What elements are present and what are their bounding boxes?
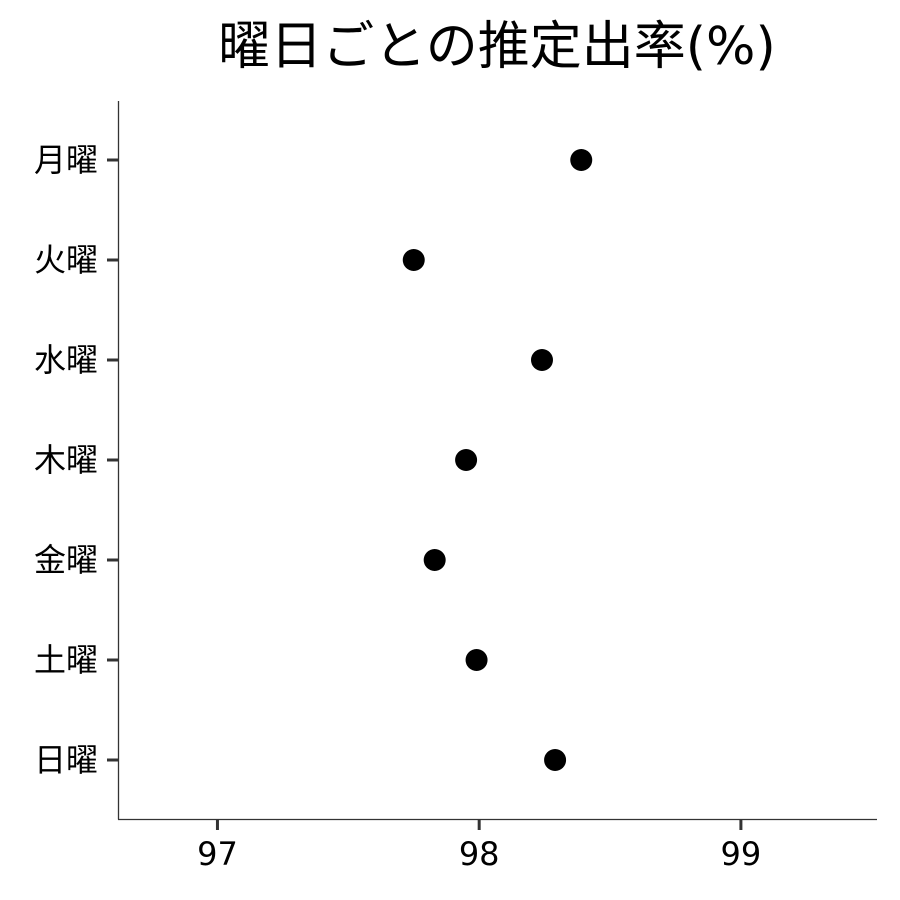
data-point [423,549,446,571]
data-point [465,649,488,671]
y-tick-label: 火曜 [34,241,98,279]
axes [117,101,877,821]
y-tick-label: 月曜 [34,141,98,179]
y-tick-label: 水曜 [34,341,98,379]
x-ticks: 97 98 99 [197,819,761,873]
y-tick-label: 土曜 [34,641,98,679]
chart-title: 曜日ごとの推定出率(%) [218,17,775,77]
data-point [530,349,553,371]
data-point [455,449,478,471]
y-tick-label: 日曜 [34,741,98,779]
y-tick-label: 金曜 [34,541,98,579]
x-tick-label: 97 [197,835,238,873]
data-point [544,749,567,771]
data-point [402,249,425,271]
x-tick-label: 98 [459,835,500,873]
data-point [570,149,593,171]
data-points [402,149,593,771]
x-tick-label: 99 [721,835,762,873]
y-tick-label: 木曜 [34,441,98,479]
